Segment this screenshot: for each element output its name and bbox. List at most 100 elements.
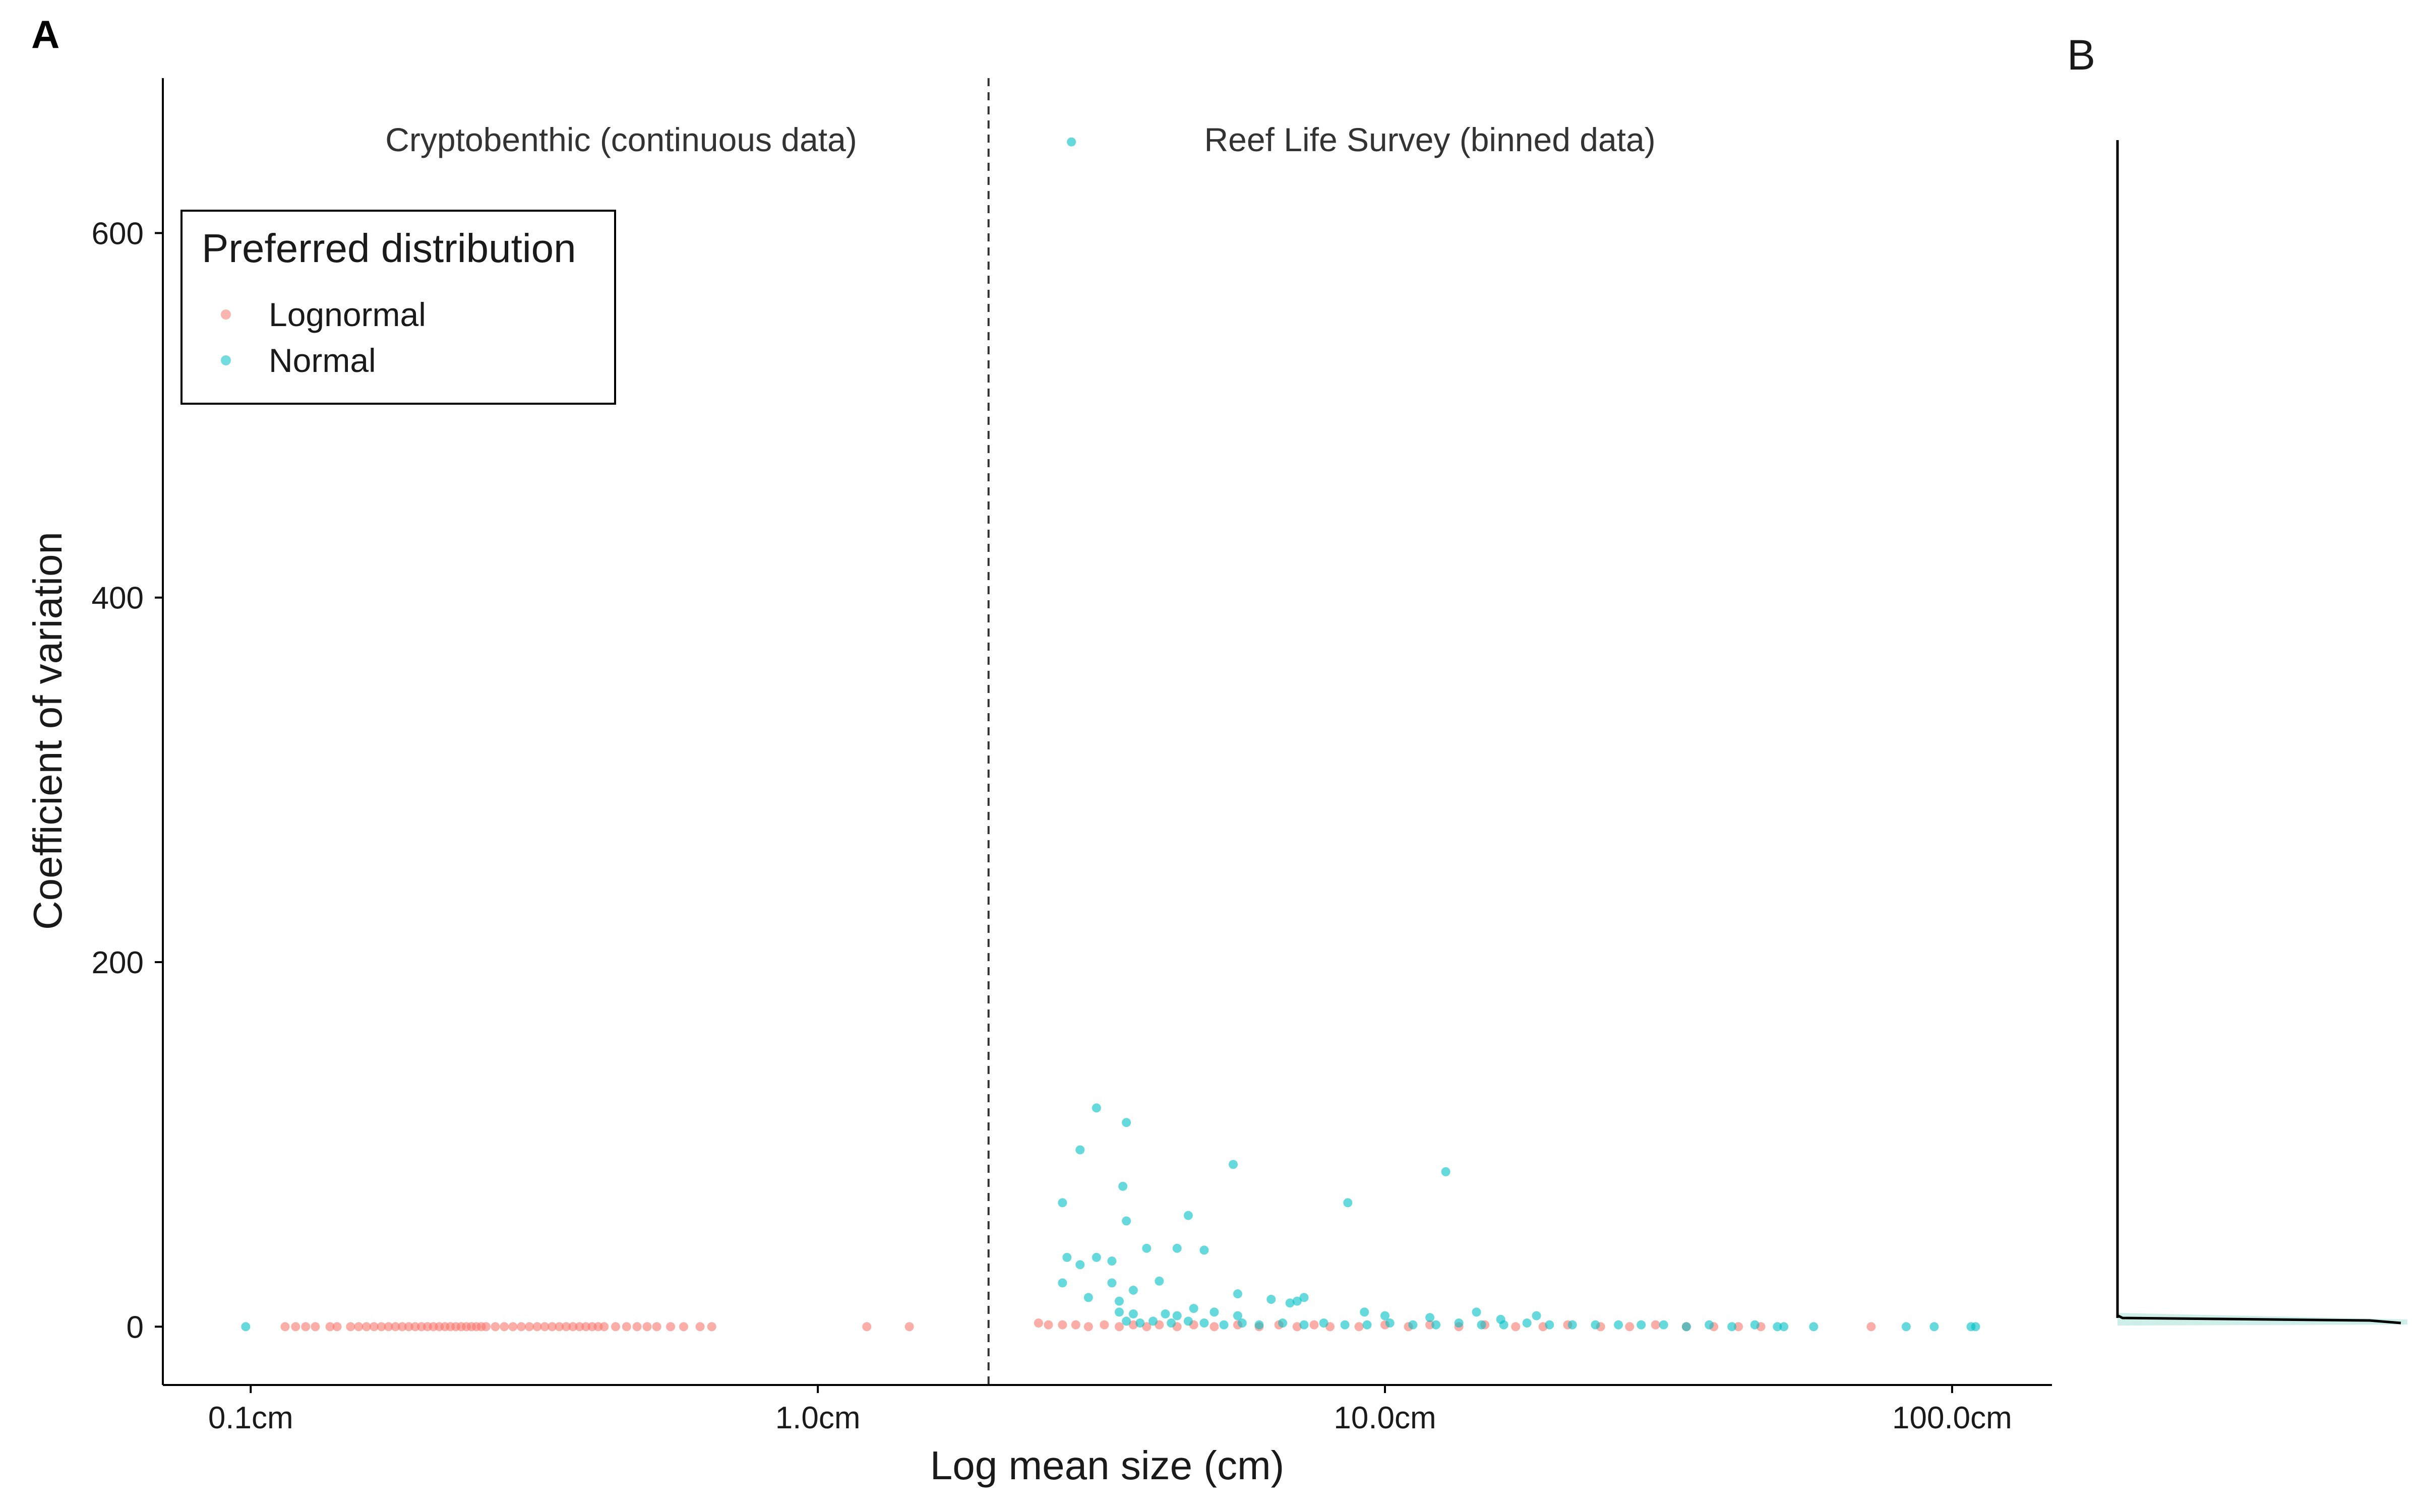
point-normal: [1266, 1295, 1276, 1304]
point-normal: [1472, 1307, 1481, 1317]
panel-a-label: A: [31, 12, 59, 56]
point-normal: [1477, 1320, 1486, 1330]
point-normal: [1114, 1296, 1124, 1306]
point-lognormal: [516, 1322, 526, 1332]
point-lognormal: [1511, 1322, 1521, 1332]
point-normal: [1278, 1318, 1288, 1328]
point-normal: [1285, 1298, 1295, 1308]
point-lognormal: [1209, 1322, 1219, 1332]
point-normal: [1107, 1256, 1117, 1266]
point-lognormal: [568, 1322, 578, 1332]
legend-title: Preferred distribution: [202, 226, 576, 271]
point-lognormal: [562, 1322, 571, 1332]
x-tick-label: 0.1cm: [208, 1401, 293, 1435]
point-normal: [1362, 1320, 1372, 1330]
point-normal: [1614, 1320, 1623, 1330]
point-lognormal: [1354, 1322, 1364, 1332]
point-lognormal: [540, 1322, 550, 1332]
point-normal: [1380, 1311, 1390, 1320]
point-lognormal: [1100, 1320, 1109, 1330]
legend-box: [180, 210, 616, 405]
point-lognormal: [1083, 1322, 1093, 1332]
point-lognormal: [1292, 1322, 1302, 1332]
point-normal: [1299, 1293, 1309, 1302]
point-lognormal: [491, 1322, 500, 1332]
point-normal: [1499, 1320, 1508, 1330]
y-tick-label: 400: [92, 581, 144, 616]
region-label-rls: Reef Life Survey (binned data): [1204, 121, 1655, 158]
point-lognormal: [301, 1322, 311, 1332]
legend-label-lognormal: Lognormal: [269, 296, 426, 333]
point-lognormal: [361, 1322, 371, 1332]
point-normal: [1114, 1307, 1124, 1317]
point-normal: [1199, 1245, 1209, 1255]
point-lognormal: [1651, 1320, 1660, 1330]
point-lognormal: [1058, 1320, 1067, 1330]
point-normal: [1209, 1307, 1219, 1317]
point-normal: [1425, 1313, 1435, 1322]
point-normal: [1183, 1316, 1193, 1326]
point-lognormal: [555, 1322, 564, 1332]
point-lognormal: [632, 1322, 642, 1332]
point-normal: [1183, 1211, 1193, 1220]
point-normal: [1254, 1320, 1264, 1330]
y-tick-label: 200: [92, 946, 144, 980]
point-lognormal: [384, 1322, 393, 1332]
point-normal: [1545, 1320, 1554, 1330]
point-normal: [1299, 1320, 1309, 1330]
point-lognormal: [695, 1322, 705, 1332]
point-normal: [1199, 1318, 1209, 1328]
point-lognormal: [1114, 1322, 1124, 1332]
point-normal: [1128, 1309, 1138, 1318]
point-normal: [1750, 1320, 1760, 1330]
point-lognormal: [548, 1322, 557, 1332]
point-normal: [1075, 1145, 1085, 1155]
point-normal: [1142, 1243, 1152, 1253]
point-lognormal: [481, 1322, 491, 1332]
points-layer: [241, 137, 1980, 1332]
point-lognormal: [652, 1322, 661, 1332]
point-lognormal: [622, 1322, 631, 1332]
point-normal: [1637, 1320, 1646, 1330]
point-lognormal: [1309, 1320, 1319, 1330]
x-tick-label: 1.0cm: [775, 1401, 861, 1435]
y-axis-title: Coefficient of variation: [25, 532, 70, 930]
point-normal: [1929, 1322, 1939, 1332]
x-ticks: 0.1cm 1.0cm 10.0cm 100.0cm: [208, 1385, 2012, 1435]
point-lognormal: [410, 1322, 420, 1332]
point-lognormal: [500, 1322, 509, 1332]
point-normal: [1705, 1320, 1714, 1330]
point-normal: [1107, 1278, 1117, 1288]
point-lognormal: [575, 1322, 584, 1332]
legend-marker-lognormal: [221, 309, 231, 320]
point-normal: [1233, 1289, 1242, 1299]
point-normal: [1522, 1318, 1532, 1328]
point-normal: [1075, 1260, 1085, 1270]
panel-b-curve: [2116, 1314, 2401, 1325]
point-normal: [1118, 1181, 1128, 1191]
point-normal: [1161, 1309, 1170, 1318]
point-normal: [1319, 1318, 1328, 1328]
point-normal: [1148, 1316, 1158, 1326]
point-lognormal: [1625, 1322, 1635, 1332]
point-normal: [1431, 1320, 1441, 1330]
point-lognormal: [377, 1322, 386, 1332]
x-tick-label: 100.0cm: [1892, 1401, 2012, 1435]
point-lognormal: [291, 1322, 300, 1332]
point-normal: [1901, 1322, 1911, 1332]
point-lognormal: [397, 1322, 407, 1332]
point-normal: [1155, 1276, 1164, 1286]
point-normal: [1092, 1252, 1101, 1262]
panel-a: A Cryptobenthic (continuous data) Reef L…: [25, 12, 2052, 1488]
point-normal: [1532, 1311, 1541, 1320]
point-normal: [1237, 1318, 1247, 1328]
point-lognormal: [707, 1322, 716, 1332]
point-normal: [1167, 1318, 1176, 1328]
point-lognormal: [524, 1322, 534, 1332]
point-normal: [1122, 1118, 1131, 1127]
point-normal: [1189, 1304, 1198, 1313]
point-lognormal: [404, 1322, 413, 1332]
point-normal: [1340, 1320, 1350, 1330]
point-normal: [1727, 1322, 1737, 1332]
